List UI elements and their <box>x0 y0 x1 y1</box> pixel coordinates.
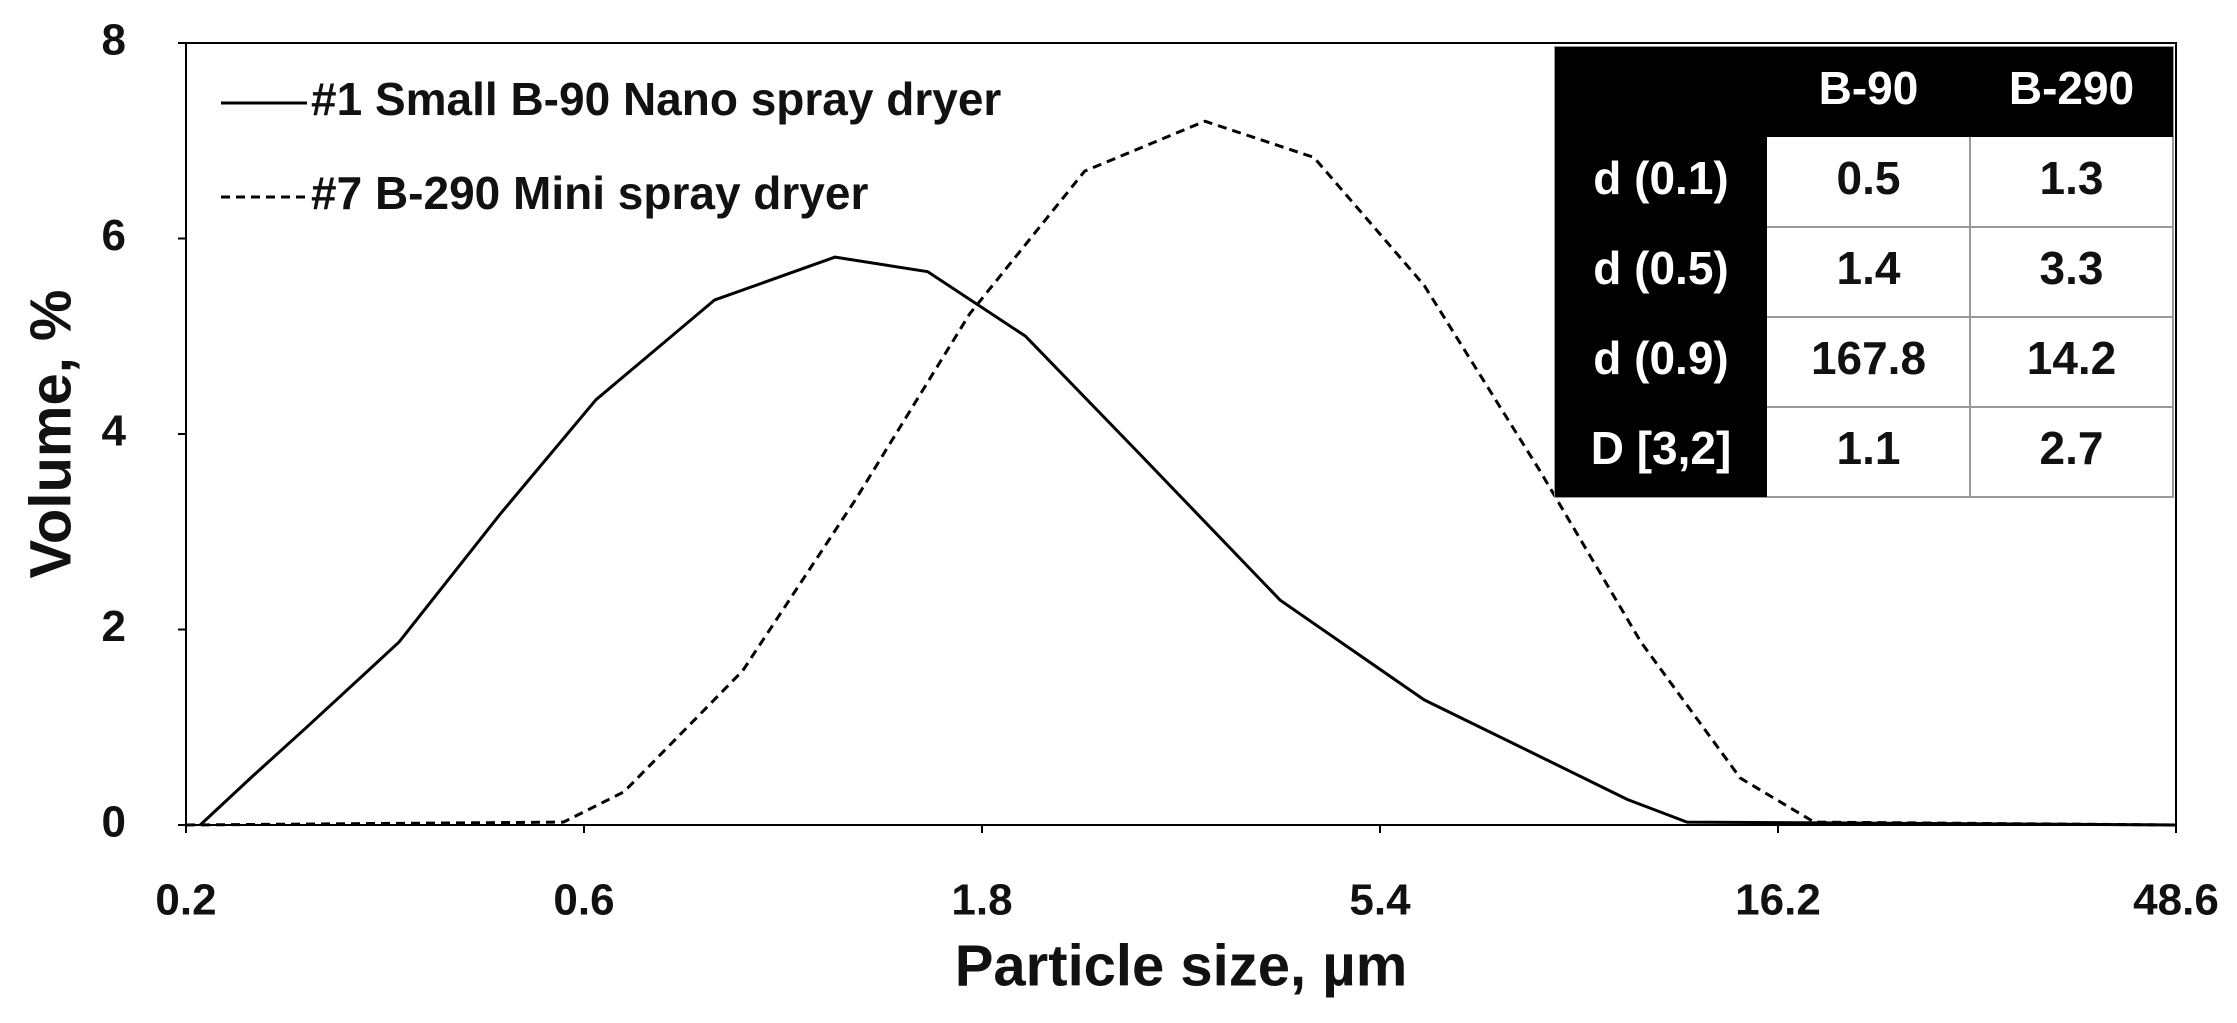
table-cell: 14.2 <box>2027 332 2117 384</box>
table-row-header: D [3,2] <box>1591 422 1732 474</box>
table-cell: 1.1 <box>1837 422 1901 474</box>
x-tick-label: 16.2 <box>1735 876 1821 925</box>
y-tick-label: 6 <box>102 211 126 260</box>
y-axis-title: Volume, % <box>18 290 83 579</box>
table-rowhead-bg <box>1555 47 1767 497</box>
table-cell: 2.7 <box>2040 422 2104 474</box>
x-tick-label: 5.4 <box>1349 876 1411 925</box>
y-tick-label: 8 <box>102 16 126 65</box>
legend-label: #7 B-290 Mini spray dryer <box>311 167 868 219</box>
series-line <box>185 119 2177 827</box>
y-tick-label: 0 <box>102 798 126 847</box>
x-tick-label: 1.8 <box>951 876 1012 925</box>
x-tick-label: 48.6 <box>2133 876 2219 925</box>
x-axis-title: Particle size, µm <box>955 933 1408 998</box>
table-row-header: d (0.9) <box>1593 332 1728 384</box>
table-col-header: B-90 <box>1819 62 1919 114</box>
legend-label: #1 Small B-90 Nano spray dryer <box>311 73 1001 125</box>
table-cell: 0.5 <box>1837 152 1901 204</box>
table-row-header: d (0.5) <box>1593 242 1728 294</box>
table-col-header: B-290 <box>2009 62 2134 114</box>
y-tick-label: 2 <box>102 602 126 651</box>
table-row-header: d (0.1) <box>1593 152 1728 204</box>
table-cell: 1.4 <box>1837 242 1901 294</box>
table-cell: 1.3 <box>2040 152 2104 204</box>
table-cell: 3.3 <box>2040 242 2104 294</box>
y-tick-label: 4 <box>102 407 127 456</box>
table-cell: 167.8 <box>1811 332 1926 384</box>
series-line <box>199 255 2177 827</box>
x-tick-label: 0.2 <box>155 876 216 925</box>
x-tick-label: 0.6 <box>553 876 614 925</box>
